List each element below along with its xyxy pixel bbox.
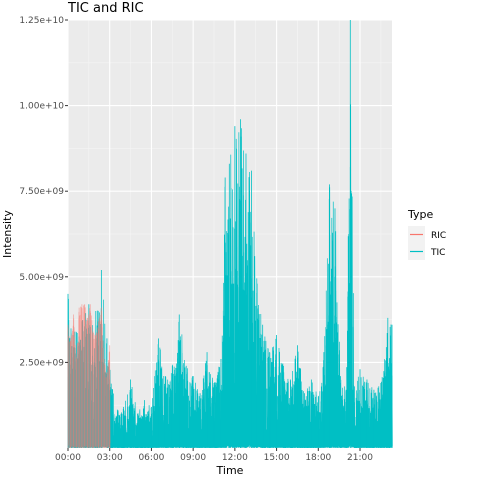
y-tick-label: 1.00e+10	[19, 102, 64, 112]
legend-label-ric: RIC	[431, 231, 446, 241]
y-tick-label: 7.50e+09	[19, 187, 64, 197]
legend-label-tic: TIC	[430, 248, 445, 258]
chart-title: TIC and RIC	[67, 1, 144, 16]
x-tick-label: 09:00	[180, 453, 206, 463]
x-tick-label: 06:00	[138, 453, 164, 463]
series-line-tic	[67, 104, 393, 449]
x-tick-label: 21:00	[347, 453, 373, 463]
series-layer	[67, 20, 393, 449]
x-tick-label: 15:00	[264, 453, 290, 463]
y-tick-label: 1.25e+10	[19, 16, 64, 26]
series-line-ric	[67, 304, 111, 448]
y-tick-label: 5.00e+09	[19, 273, 64, 283]
x-tick-label: 12:00	[222, 453, 248, 463]
x-tick-label: 18:00	[305, 453, 331, 463]
x-tick-label: 03:00	[97, 453, 123, 463]
legend: Type RIC TIC	[407, 208, 446, 260]
y-axis-title: Intensity	[1, 210, 14, 258]
y-tick-label: 2.50e+09	[19, 358, 64, 368]
legend-title: Type	[407, 208, 433, 221]
x-axis-title: Time	[216, 464, 244, 477]
x-tick-label: 00:00	[55, 453, 81, 463]
axes: 00:00 03:00 06:00 09:00 12:00 15:00 18:00 21:00…	[19, 16, 373, 463]
